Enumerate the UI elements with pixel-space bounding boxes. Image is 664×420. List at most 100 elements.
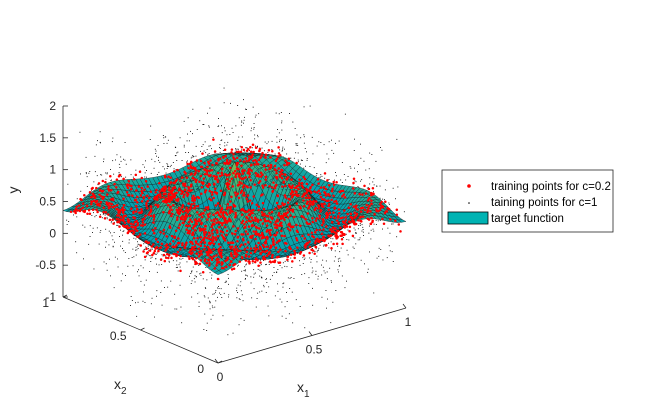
scatter-point-c02 <box>131 229 134 232</box>
scatter-point-c1 <box>240 290 242 292</box>
scatter-point-c1 <box>282 286 284 288</box>
x-tick-label: 0.5 <box>306 343 323 357</box>
scatter-point-c1 <box>328 247 330 249</box>
scatter-point-c02 <box>248 173 251 176</box>
scatter-point-c02 <box>321 218 325 221</box>
scatter-point-c1 <box>299 163 301 165</box>
scatter-point-c02 <box>323 202 326 206</box>
scatter-point-c1 <box>215 291 216 293</box>
scatter-point-c1 <box>122 240 124 242</box>
scatter-point-c1 <box>112 137 114 139</box>
scatter-point-c1 <box>266 282 268 283</box>
scatter-point-c1 <box>195 155 197 157</box>
scatter-point-c1 <box>291 267 293 268</box>
scatter-point-c1 <box>339 251 341 253</box>
scatter-point-c1 <box>370 229 372 231</box>
scatter-point-c1 <box>254 145 256 147</box>
scatter-point-c1 <box>264 150 265 152</box>
scatter-point-c02 <box>242 160 246 163</box>
scatter-point-c1 <box>164 287 165 288</box>
scatter-point-c1 <box>344 113 346 115</box>
scatter-point-c1 <box>154 161 156 163</box>
scatter-point-c02 <box>134 173 138 177</box>
scatter-point-c1 <box>291 291 293 293</box>
scatter-point-c1 <box>117 224 119 226</box>
scatter-point-c1 <box>169 166 171 168</box>
scatter-point-c1 <box>300 137 302 139</box>
scatter-point-c1 <box>382 259 384 261</box>
scatter-point-c1 <box>265 264 266 266</box>
z-tick-label: -1 <box>45 290 56 304</box>
scatter-point-c1 <box>312 287 313 289</box>
scatter-point-c1 <box>124 159 126 161</box>
scatter-point-c1 <box>76 216 78 218</box>
scatter-point-c1 <box>297 152 299 154</box>
scatter-point-c1 <box>253 128 255 130</box>
scatter-point-c1 <box>154 316 155 318</box>
scatter-point-c1 <box>178 264 180 266</box>
scatter-point-c1 <box>209 300 210 302</box>
scatter-point-c02 <box>149 214 153 218</box>
scatter-point-c02 <box>251 259 255 263</box>
scatter-point-c02 <box>104 180 107 184</box>
scatter-point-c1 <box>301 274 303 275</box>
scatter-point-c1 <box>150 257 152 259</box>
scatter-point-c1 <box>181 160 183 161</box>
scatter-point-c1 <box>253 288 255 290</box>
scatter-point-c02 <box>348 230 351 233</box>
scatter-point-c1 <box>105 228 107 230</box>
scatter-point-c02 <box>136 195 139 199</box>
scatter-point-c02 <box>238 180 241 184</box>
scatter-point-c1 <box>324 177 326 179</box>
scatter-point-c02 <box>135 200 139 204</box>
scatter-point-c02 <box>245 159 248 163</box>
scatter-point-c1 <box>347 229 349 231</box>
scatter-point-c1 <box>211 305 213 307</box>
scatter-point-c1 <box>115 159 116 161</box>
scatter-point-c1 <box>269 278 271 280</box>
scatter-point-c1 <box>174 293 176 295</box>
scatter-point-c1 <box>302 257 304 259</box>
scatter-point-c1 <box>149 271 150 272</box>
scatter-point-c02 <box>225 265 228 269</box>
scatter-point-c1 <box>96 175 98 177</box>
scatter-point-c1 <box>86 186 88 187</box>
scatter-point-c1 <box>110 232 111 234</box>
scatter-point-c02 <box>318 228 322 232</box>
scatter-point-c1 <box>123 250 125 252</box>
scatter-point-c1 <box>363 160 365 162</box>
scatter-point-c1 <box>155 153 157 154</box>
scatter-point-c02 <box>283 164 286 167</box>
scatter-point-c02 <box>257 205 261 208</box>
scatter-point-c1 <box>133 235 135 236</box>
scatter-point-c1 <box>301 159 303 161</box>
scatter-point-c1 <box>143 284 145 286</box>
scatter-point-c1 <box>190 283 192 284</box>
scatter-point-c1 <box>279 298 281 300</box>
scatter-point-c1 <box>146 170 147 171</box>
scatter-point-c1 <box>148 249 150 251</box>
scatter-point-c1 <box>91 215 93 216</box>
scatter-point-c1 <box>143 243 145 245</box>
scatter-point-c1 <box>185 152 187 153</box>
scatter-point-c1 <box>292 322 294 324</box>
z-tick-label: 1 <box>49 163 56 177</box>
scatter-point-c1 <box>93 181 95 183</box>
scatter-point-c02 <box>277 250 280 254</box>
scatter-point-c1 <box>130 159 132 161</box>
scatter-point-c02 <box>245 220 248 224</box>
scatter-point-c1 <box>188 152 189 153</box>
scatter-point-c1 <box>119 236 120 237</box>
scatter-point-c1 <box>235 148 236 150</box>
scatter-point-c1 <box>308 277 310 279</box>
scatter-point-c1 <box>264 141 266 143</box>
z-tick-label: 0 <box>49 226 56 240</box>
scatter-point-c1 <box>113 221 115 223</box>
scatter-point-c1 <box>137 243 139 245</box>
scatter-point-c02 <box>203 233 206 237</box>
scatter-point-c1 <box>80 173 81 175</box>
scatter-point-c1 <box>312 153 314 155</box>
scatter-point-c1 <box>251 297 253 299</box>
scatter-point-c1 <box>286 153 288 155</box>
scatter-point-c02 <box>264 153 268 156</box>
